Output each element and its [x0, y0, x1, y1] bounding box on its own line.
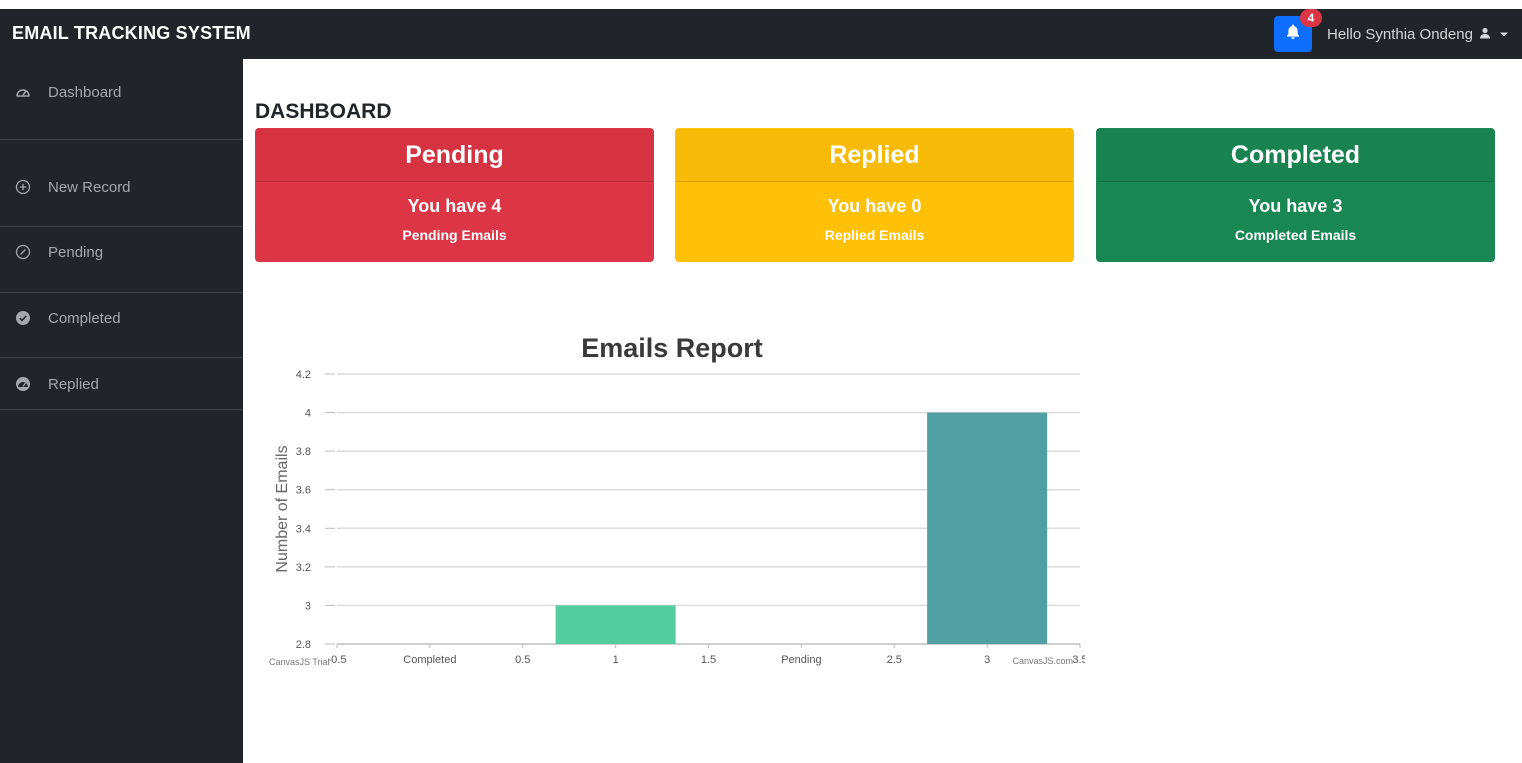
- sidebar-divider: [0, 357, 243, 358]
- emails-report-chart: Emails Report 2.8 3 3.2 3.4 3.6 3.8 4 4.2 Number …: [265, 327, 1088, 677]
- sidebar-divider: [0, 139, 243, 140]
- y-tick-label: 4: [305, 408, 311, 420]
- completed-card[interactable]: Completed You have 3 Completed Emails: [1096, 128, 1495, 262]
- sidebar-item-label: New Record: [48, 178, 131, 196]
- user-icon: [1479, 26, 1491, 43]
- watermark-right: CanvasJS.com: [1012, 656, 1073, 666]
- x-tick-label: Pending: [781, 654, 821, 666]
- pending-card[interactable]: Pending You have 4 Pending Emails: [255, 128, 654, 262]
- navbar: EMAIL TRACKING SYSTEM 4 Hello Synthia On…: [0, 9, 1522, 59]
- brand-title[interactable]: EMAIL TRACKING SYSTEM: [12, 23, 251, 43]
- sidebar-divider: [0, 409, 243, 410]
- chart-svg: Emails Report 2.8 3 3.2 3.4 3.6 3.8 4 4.2 Number …: [269, 333, 1088, 667]
- card-subtext: Replied Emails: [824, 227, 925, 243]
- sidebar-item-label: Pending: [48, 243, 104, 261]
- check-circle-icon: [15, 310, 31, 326]
- y-tick-label: 3.2: [296, 562, 311, 574]
- y-tick-label: 3.6: [296, 485, 311, 497]
- sidebar-item-label: Replied: [48, 375, 99, 393]
- gauge-filled-icon: [15, 376, 31, 392]
- x-tick-label: Completed: [403, 654, 456, 666]
- replied-card[interactable]: Replied You have 0 Replied Emails: [675, 128, 1074, 262]
- card-title: Replied: [676, 129, 1073, 182]
- x-tick-label: 0.5: [515, 654, 530, 666]
- chevron-down-icon: [1497, 26, 1511, 43]
- x-tick-label: -0.5: [328, 654, 347, 666]
- user-menu[interactable]: Hello Synthia Ondeng: [1327, 26, 1511, 43]
- page-title: DASHBOARD: [255, 100, 392, 123]
- gauge-icon: [15, 84, 31, 100]
- x-tick-label: 1: [613, 654, 619, 666]
- y-tick-label: 3.8: [296, 446, 311, 458]
- sidebar-item-label: Dashboard: [48, 83, 122, 101]
- card-count: You have 3: [1248, 196, 1343, 216]
- user-greeting: Hello Synthia Ondeng: [1327, 26, 1473, 43]
- sidebar-item-new-record[interactable]: New Record: [0, 176, 243, 198]
- y-tick-label: 4.2: [296, 369, 311, 381]
- bell-icon: [1286, 24, 1300, 45]
- y-tick-label: 3.4: [296, 523, 311, 535]
- sidebar-item-completed[interactable]: Completed: [0, 307, 243, 329]
- x-tick-label: 1.5: [701, 654, 716, 666]
- top-strip: [0, 0, 1522, 9]
- sidebar: Dashboard New Record Pending Completed R…: [0, 59, 243, 763]
- main-content: DASHBOARD Pending You have 4 Pending Ema…: [243, 59, 1522, 763]
- sidebar-item-pending[interactable]: Pending: [0, 241, 243, 263]
- sidebar-divider: [0, 226, 243, 227]
- sidebar-item-replied[interactable]: Replied: [0, 373, 243, 395]
- card-subtext: Pending Emails: [402, 227, 507, 243]
- ban-circle-icon: [15, 244, 31, 260]
- card-title: Completed: [1097, 129, 1494, 182]
- watermark-left: CanvasJS Trial: [269, 657, 330, 667]
- bar: [555, 605, 676, 644]
- x-tick-label: 2.5: [887, 654, 902, 666]
- x-tick-label: 3: [984, 654, 990, 666]
- plus-circle-icon: [15, 179, 31, 195]
- chart-title: Emails Report: [581, 333, 763, 363]
- x-tick-label: 3.5: [1072, 654, 1085, 666]
- y-axis-label: Number of Emails: [274, 445, 291, 572]
- y-tick-label: 2.8: [296, 639, 311, 651]
- card-title: Pending: [256, 129, 653, 182]
- sidebar-divider: [0, 292, 243, 293]
- card-count: You have 0: [827, 196, 922, 216]
- card-count: You have 4: [407, 196, 502, 216]
- y-tick-label: 3: [305, 600, 311, 612]
- bar: [927, 412, 1048, 644]
- card-subtext: Completed Emails: [1234, 227, 1357, 243]
- notification-badge: 4: [1300, 9, 1322, 27]
- sidebar-item-dashboard[interactable]: Dashboard: [0, 81, 243, 103]
- sidebar-item-label: Completed: [48, 309, 121, 327]
